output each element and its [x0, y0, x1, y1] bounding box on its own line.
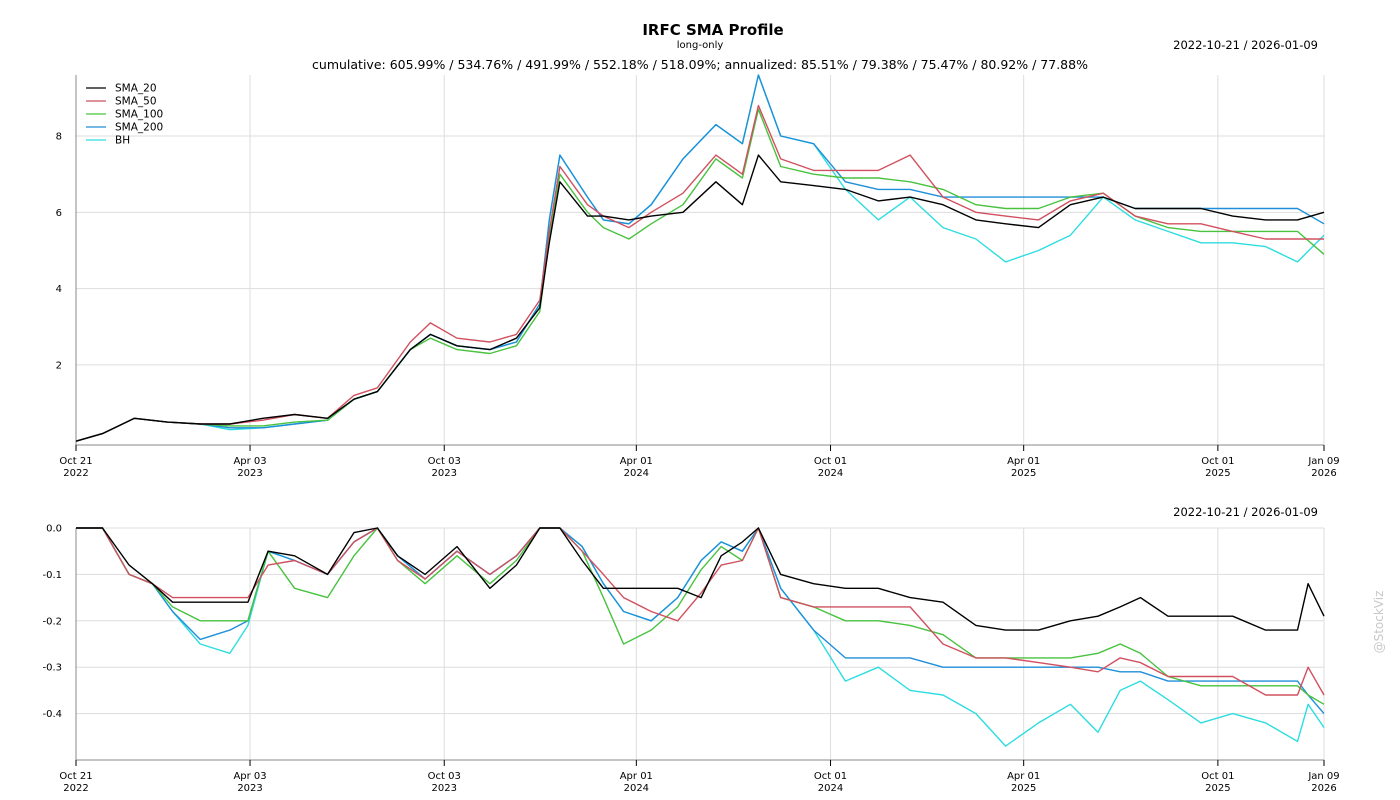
returns-summary: cumulative: 605.99% / 534.76% / 491.99% …	[312, 57, 1088, 72]
drawdown-xtick-label-year: 2023	[237, 783, 262, 794]
drawdown-line-sma-100	[76, 527, 1325, 705]
cumulative-xtick-label-year: 2023	[237, 468, 262, 479]
drawdown-xtick-label-month: Apr 03	[233, 771, 266, 782]
drawdown-xtick-label-month: Oct 01	[814, 771, 847, 782]
drawdown-xtick-label-year: 2024	[624, 783, 649, 794]
legend-label-sma-200: SMA_200	[115, 122, 163, 134]
cumulative-line-sma-100	[75, 108, 1325, 442]
legend-label-bh: BH	[115, 135, 130, 147]
cumulative-line-sma-200	[75, 74, 1325, 442]
cumulative-xtick-label-year: 2025	[1205, 468, 1230, 479]
cumulative-ytick-label: 2	[56, 360, 62, 371]
cumulative-line-sma-20	[75, 154, 1325, 442]
drawdown-ytick-label: -0.2	[42, 616, 62, 627]
cumulative-xtick-label-year: 2022	[63, 468, 88, 479]
cumulative-xtick-label-month: Apr 01	[620, 456, 653, 467]
drawdown-xtick-label-year: 2024	[818, 783, 843, 794]
cumulative-xtick-label-year: 2023	[432, 468, 457, 479]
cumulative-ytick-label: 6	[56, 208, 62, 219]
cumulative-xtick-label-year: 2024	[818, 468, 843, 479]
cumulative-xtick-label-month: Oct 01	[814, 456, 847, 467]
legend-label-sma-100: SMA_100	[115, 109, 163, 121]
drawdown-line-sma-20	[76, 527, 1325, 631]
drawdown-xtick-label-month: Jan 09	[1307, 771, 1339, 782]
cumulative-ytick-label: 4	[56, 284, 62, 295]
drawdown-xtick-label-year: 2022	[63, 783, 88, 794]
drawdown-ytick-label: -0.4	[42, 709, 62, 720]
drawdown-xtick-label-year: 2026	[1311, 783, 1336, 794]
cumulative-xtick-label-year: 2024	[624, 468, 649, 479]
cumulative-xtick-label-month: Oct 03	[428, 456, 461, 467]
legend-label-sma-20: SMA_20	[115, 83, 157, 95]
legend-label-sma-50: SMA_50	[115, 96, 157, 108]
drawdown-xtick-label-month: Oct 21	[59, 771, 92, 782]
cumulative-xtick-label-month: Oct 01	[1201, 456, 1234, 467]
cumulative-xtick-label-month: Apr 03	[233, 456, 266, 467]
cumulative-xtick-label-year: 2025	[1011, 468, 1036, 479]
cumulative-line-sma-50	[75, 104, 1324, 442]
drawdown-xtick-label-year: 2025	[1205, 783, 1230, 794]
drawdown-xtick-label-year: 2025	[1011, 783, 1036, 794]
drawdown-xtick-label-month: Apr 01	[620, 771, 653, 782]
cumulative-xtick-label-month: Oct 21	[59, 456, 92, 467]
cumulative-xtick-label-year: 2026	[1311, 468, 1336, 479]
chart-subtitle: long-only	[677, 40, 724, 51]
watermark: @StockViz	[1372, 591, 1386, 654]
drawdown-ytick-label: -0.3	[42, 663, 62, 674]
drawdown-xtick-label-month: Apr 01	[1007, 771, 1040, 782]
cumulative-ytick-label: 8	[56, 132, 62, 143]
cumulative-line-bh	[75, 74, 1325, 442]
cumulative-xtick-label-month: Apr 01	[1007, 456, 1040, 467]
cumulative-xtick-label-month: Jan 09	[1307, 456, 1339, 467]
drawdown-ytick-label: 0.0	[46, 524, 62, 535]
drawdown-ytick-label: -0.1	[42, 570, 62, 581]
chart-title: IRFC SMA Profile	[642, 21, 783, 39]
drawdown-xtick-label-month: Oct 01	[1201, 771, 1234, 782]
date-range-top: 2022-10-21 / 2026-01-09	[1173, 38, 1318, 52]
drawdown-xtick-label-year: 2023	[432, 783, 457, 794]
date-range-bottom: 2022-10-21 / 2026-01-09	[1173, 505, 1318, 519]
drawdown-line-sma-50	[76, 527, 1325, 696]
drawdown-xtick-label-month: Oct 03	[428, 771, 461, 782]
